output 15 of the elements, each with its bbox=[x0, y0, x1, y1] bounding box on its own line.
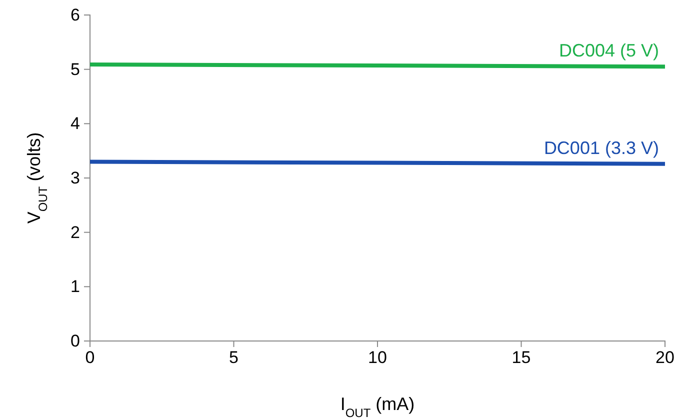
y-tick-label: 3 bbox=[70, 168, 80, 188]
x-tick-label: 0 bbox=[85, 348, 95, 368]
y-tick-label: 0 bbox=[70, 331, 80, 350]
y-tick-label: 4 bbox=[70, 114, 80, 134]
y-tick-label: 6 bbox=[70, 5, 80, 24]
x-tick-label: 15 bbox=[512, 348, 531, 368]
x-axis-title: I$_{OUT}$ (mA) bbox=[340, 394, 415, 418]
x-tick-label: 20 bbox=[656, 348, 674, 368]
x-tick-label: 5 bbox=[229, 348, 238, 368]
y-tick-label: 5 bbox=[70, 60, 80, 79]
x-tick-label: 10 bbox=[368, 348, 387, 368]
series-label: DC004 (5 V) bbox=[558, 40, 659, 61]
series-label: DC001 (3.3 V) bbox=[544, 138, 659, 158]
y-tick-label: 1 bbox=[70, 277, 80, 296]
y-tick-label: 2 bbox=[70, 222, 80, 242]
